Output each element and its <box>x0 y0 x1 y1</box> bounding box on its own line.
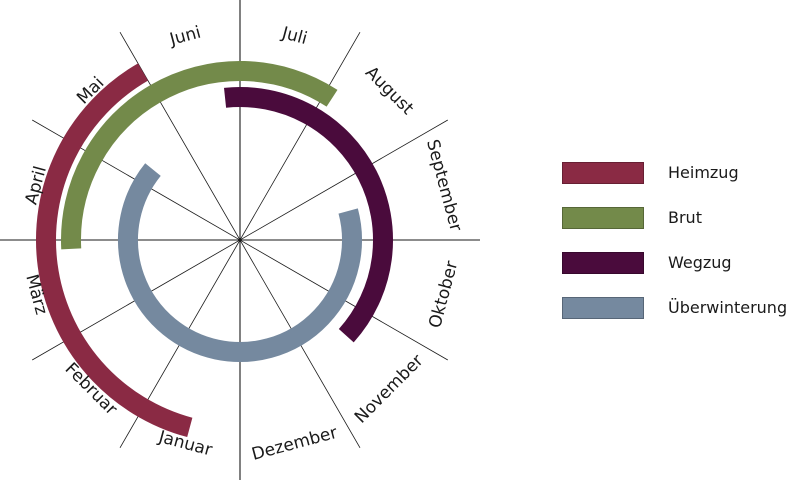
season-arcs <box>36 61 393 438</box>
arc-heimzug <box>36 63 193 438</box>
legend-swatch-ueberwinterung <box>562 296 644 319</box>
legend-swatch-heimzug <box>562 161 644 184</box>
month-label: September <box>422 137 466 233</box>
legend-item-wegzug: Wegzug <box>562 247 787 278</box>
month-label: Oktober <box>425 259 462 330</box>
legend-label-ueberwinterung: Überwinterung <box>668 298 788 317</box>
legend-item-brut: Brut <box>562 202 787 233</box>
legend-label-brut: Brut <box>668 208 702 227</box>
month-label: November <box>351 351 428 428</box>
legend-item-heimzug: Heimzug <box>562 157 787 188</box>
month-label: Dezember <box>250 423 340 465</box>
arc-wegzug <box>224 87 393 343</box>
arc-berwinterung <box>118 163 362 362</box>
legend-label-wegzug: Wegzug <box>668 253 732 272</box>
legend: Heimzug Brut Wegzug Überwinterung <box>562 157 787 337</box>
month-label: Juli <box>279 23 310 49</box>
legend-swatch-brut <box>562 206 644 229</box>
month-label: August <box>361 63 417 119</box>
month-label: Juni <box>167 22 203 50</box>
legend-label-heimzug: Heimzug <box>668 163 739 182</box>
legend-swatch-wegzug <box>562 251 644 274</box>
legend-item-ueberwinterung: Überwinterung <box>562 292 787 323</box>
arc-brut <box>61 61 338 250</box>
